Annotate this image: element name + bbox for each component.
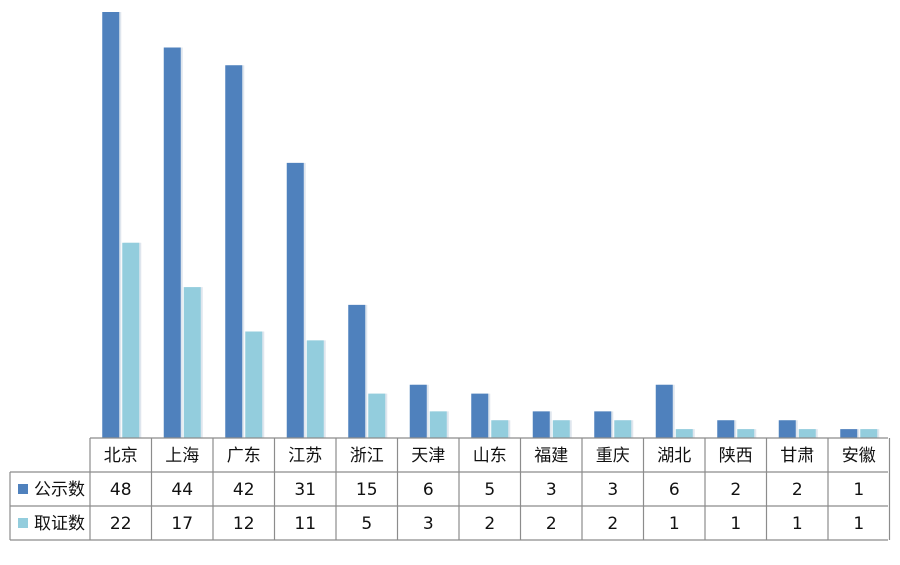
data-value: 6 — [423, 480, 434, 500]
data-value: 2 — [546, 514, 557, 534]
data-value: 3 — [607, 480, 618, 500]
data-value: 3 — [546, 480, 557, 500]
bar — [860, 429, 878, 438]
data-value: 2 — [484, 514, 495, 534]
category-label: 北京 — [104, 446, 138, 466]
bar — [491, 420, 509, 438]
data-value: 3 — [423, 514, 434, 534]
category-label: 天津 — [411, 446, 445, 466]
data-value: 1 — [792, 514, 803, 534]
data-value: 15 — [356, 480, 378, 500]
bar — [225, 65, 243, 438]
data-value: 1 — [730, 514, 741, 534]
legend-swatch — [18, 484, 28, 494]
category-label: 安徽 — [842, 446, 876, 466]
data-value: 1 — [853, 514, 864, 534]
bar — [163, 47, 181, 438]
bar — [286, 162, 304, 438]
bar — [840, 429, 858, 438]
legend-label: 取证数 — [34, 514, 85, 534]
data-value: 2 — [730, 480, 741, 500]
category-label: 江苏 — [288, 446, 322, 466]
data-value: 12 — [233, 514, 255, 534]
data-value: 2 — [792, 480, 803, 500]
data-value: 2 — [607, 514, 618, 534]
bar — [737, 429, 755, 438]
bar — [532, 411, 550, 438]
data-value: 42 — [233, 480, 255, 500]
data-value: 22 — [110, 514, 132, 534]
category-label: 甘肃 — [780, 446, 814, 466]
category-label: 广东 — [227, 446, 261, 466]
bar — [429, 411, 447, 438]
bar — [594, 411, 612, 438]
bar — [655, 384, 673, 438]
category-label: 重庆 — [596, 446, 630, 466]
bar — [778, 420, 796, 438]
data-value: 6 — [669, 480, 680, 500]
bar — [368, 393, 386, 438]
data-value: 5 — [484, 480, 495, 500]
bar — [614, 420, 632, 438]
bar — [471, 393, 489, 438]
category-label: 福建 — [534, 446, 568, 466]
bar — [552, 420, 570, 438]
bar — [717, 420, 735, 438]
bar — [409, 384, 427, 438]
bar — [245, 331, 263, 438]
category-label: 湖北 — [657, 446, 691, 466]
data-value: 1 — [669, 514, 680, 534]
data-value: 17 — [171, 514, 193, 534]
data-value: 1 — [853, 480, 864, 500]
bar — [122, 242, 140, 438]
bar — [675, 429, 693, 438]
bar — [102, 12, 120, 438]
bars-layer — [102, 12, 880, 438]
bar — [348, 304, 366, 438]
data-value: 31 — [294, 480, 316, 500]
data-value: 5 — [361, 514, 372, 534]
bar — [306, 340, 324, 438]
category-label: 上海 — [165, 446, 199, 466]
legend-swatch — [18, 518, 28, 528]
data-value: 44 — [171, 480, 193, 500]
category-label: 陕西 — [719, 446, 753, 466]
data-value: 11 — [294, 514, 316, 534]
bar — [798, 429, 816, 438]
category-label: 山东 — [473, 446, 507, 466]
data-value: 48 — [110, 480, 132, 500]
legend-label: 公示数 — [34, 480, 85, 500]
bar — [183, 287, 201, 438]
category-label: 浙江 — [350, 446, 384, 466]
